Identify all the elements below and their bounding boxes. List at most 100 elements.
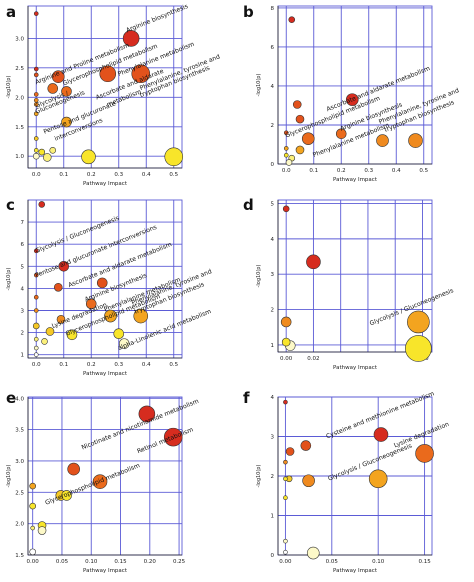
pathway-point — [49, 147, 57, 154]
pathway-point — [292, 100, 302, 109]
x-tick-label: 0.05 — [326, 559, 339, 565]
pathway-point — [133, 308, 149, 324]
pathway-point — [66, 329, 78, 341]
y-tick-label: 2.0 — [15, 95, 24, 101]
x-tick-label: 0.05 — [56, 559, 69, 565]
x-tick-label: 0.1 — [59, 362, 68, 368]
y-tick-label: 6 — [271, 45, 275, 51]
pathway-point — [283, 495, 288, 501]
pathway-point — [122, 30, 140, 47]
pathway-point — [345, 93, 359, 106]
plot-area — [28, 397, 182, 555]
pathway-point — [33, 308, 39, 313]
pathway-point — [53, 282, 63, 292]
pathway-point — [29, 502, 36, 510]
y-tick-label: 4 — [271, 84, 275, 90]
pathway-point — [38, 148, 46, 156]
y-tick-label: 1.5 — [15, 553, 24, 559]
y-tick-label: 1.0 — [15, 154, 24, 160]
x-tick-label: 0.10 — [85, 559, 98, 565]
y-axis-label: -log10(p) — [256, 265, 262, 288]
y-axis-label: -log10(p) — [256, 465, 262, 488]
pathway-point — [33, 148, 39, 153]
y-tick-label: 4 — [271, 237, 275, 243]
pathway-point — [164, 147, 184, 167]
y-tick-label: 3 — [21, 308, 25, 314]
x-tick-label: 0.5 — [169, 172, 178, 178]
x-axis-label: Pathway Impact — [333, 177, 378, 183]
y-tick-label: 1 — [271, 514, 275, 520]
y-tick-label: 2 — [21, 331, 25, 337]
x-tick-label: 0.4 — [142, 172, 151, 178]
pathway-point — [33, 111, 39, 117]
x-tick-label: 0.2 — [337, 168, 346, 174]
panel-letter: a — [6, 3, 16, 21]
x-tick-label: 0.00 — [280, 356, 293, 362]
pathway-point — [285, 447, 295, 456]
y-tick-label: 5 — [21, 264, 25, 270]
pathway-point — [415, 444, 434, 463]
y-tick-label: 2.5 — [15, 66, 24, 72]
pathway-point — [407, 310, 430, 334]
pathway-point — [131, 64, 151, 84]
pathway-point — [67, 462, 80, 476]
pathway-point — [104, 309, 117, 323]
y-tick-label: 2 — [271, 474, 275, 480]
pathway-point — [288, 16, 296, 23]
pathway-point — [33, 294, 39, 300]
x-tick-label: 0.15 — [114, 559, 127, 565]
pathway-point — [283, 538, 288, 544]
pathway-point — [118, 338, 130, 349]
pathway-point — [32, 322, 40, 330]
pathway-point — [33, 66, 39, 72]
x-tick-label: 0.10 — [372, 559, 385, 565]
pathway-point — [33, 136, 39, 141]
panel-letter: e — [6, 389, 16, 407]
x-tick-label: 0.25 — [173, 559, 186, 565]
y-tick-label: 3 — [271, 435, 275, 441]
y-tick-label: 5 — [271, 202, 275, 208]
pathway-point — [81, 149, 96, 165]
pathway-point — [32, 152, 40, 160]
pathway-point — [29, 548, 36, 556]
pathway-point — [33, 92, 39, 97]
pathway-point — [113, 328, 125, 339]
y-tick-label: 1.5 — [15, 125, 24, 131]
x-tick-label: 0.5 — [169, 362, 178, 368]
chart-panel-b: 0.0 0.1 0.2 0.3 0.4 0.5 0 2 4 6 8 Pathway Impact -lo… — [243, 3, 460, 183]
y-tick-label: 4 — [21, 286, 25, 292]
y-tick-label: 3.0 — [15, 36, 24, 42]
x-tick-label: 0.2 — [87, 362, 96, 368]
x-tick-label: 0.3 — [114, 172, 123, 178]
pathway-point — [282, 205, 290, 213]
pathway-point — [41, 338, 48, 345]
pathway-point — [38, 201, 46, 208]
pathway-point — [92, 474, 108, 489]
x-tick-label: 0.00 — [27, 559, 40, 565]
pathway-point — [301, 132, 315, 145]
pathway-point — [405, 335, 432, 362]
pathway-point — [335, 128, 347, 140]
pathway-point — [61, 116, 72, 128]
pathway-point — [33, 272, 39, 278]
pathway-point — [283, 130, 289, 136]
pathway-point — [300, 440, 312, 451]
x-tick-label: 0.0 — [282, 168, 291, 174]
pathway-point — [45, 327, 55, 336]
pathway-point — [33, 336, 39, 342]
pathway-point — [280, 316, 292, 328]
x-tick-label: 0.1 — [309, 168, 318, 174]
x-axis-label: Pathway Impact — [83, 568, 128, 574]
y-tick-label: 0 — [271, 553, 275, 559]
pathway-point — [283, 152, 289, 158]
y-tick-label: 3.0 — [15, 459, 24, 465]
pathway-point — [408, 133, 423, 148]
plot-area — [278, 200, 432, 352]
y-axis-label: -log10(p) — [256, 74, 262, 97]
pathway-point — [283, 399, 288, 405]
pathway-point — [47, 83, 59, 94]
pathway-point — [58, 260, 70, 272]
y-tick-label: 8 — [271, 6, 275, 12]
chart-panel-f: 0.00 0.05 0.10 0.15 0 1 2 3 4 Pathway Impact -log1… — [243, 389, 450, 574]
